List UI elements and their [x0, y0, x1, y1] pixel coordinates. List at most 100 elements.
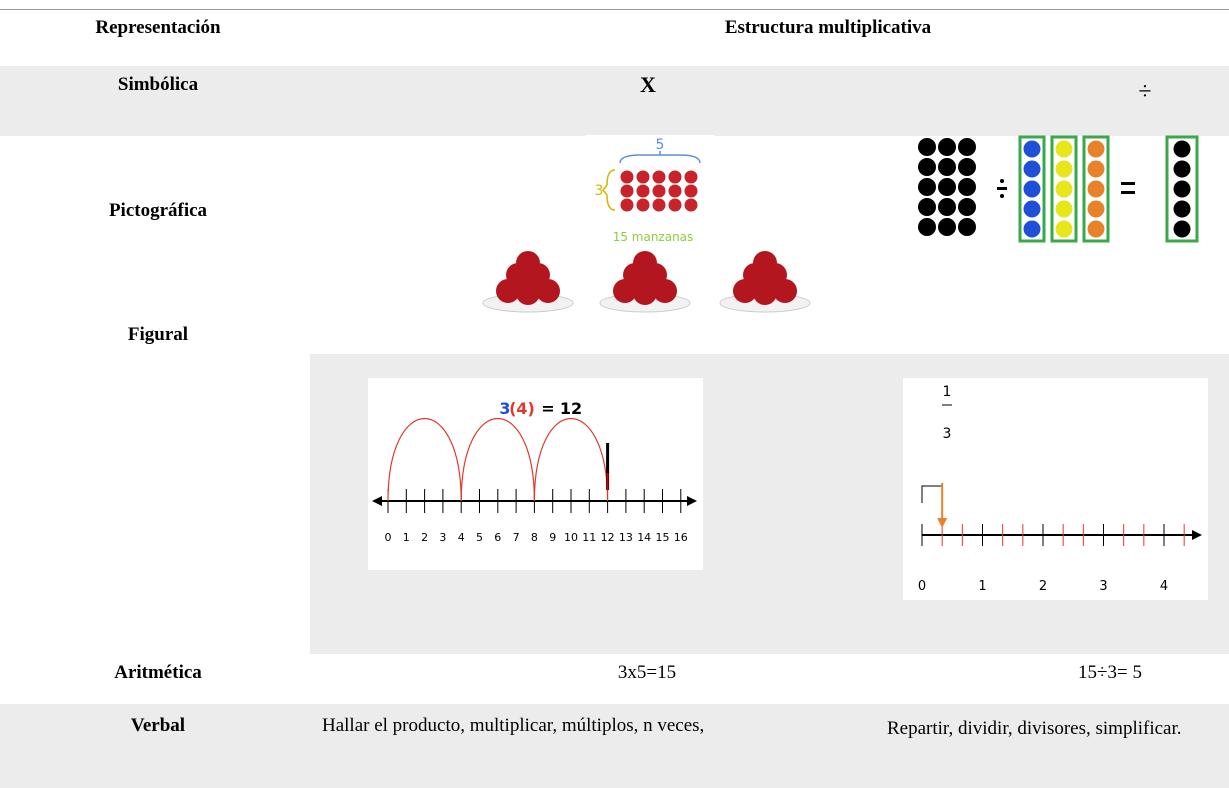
dot	[1024, 141, 1041, 158]
dot	[1024, 221, 1041, 238]
cell: Repartir, dividir, divisores, simplifica…	[887, 714, 1197, 744]
tick-label: 12	[601, 531, 615, 544]
apple	[653, 171, 666, 184]
dot	[1056, 181, 1073, 198]
dot	[958, 158, 976, 176]
apple	[637, 171, 650, 184]
tick-label: 13	[619, 531, 633, 544]
dot	[1056, 141, 1073, 158]
apple	[685, 185, 698, 198]
tick-label: 2	[421, 531, 428, 544]
dot	[958, 138, 976, 156]
tick-label: 6	[494, 531, 501, 544]
dot	[958, 198, 976, 216]
dot	[1174, 141, 1191, 158]
tick-label: 10	[564, 531, 578, 544]
apple	[621, 185, 634, 198]
caption: 15 manzanas	[613, 230, 694, 244]
tick-label: 14	[637, 531, 651, 544]
dot	[1088, 201, 1105, 218]
dot	[918, 138, 936, 156]
sign	[997, 187, 1007, 190]
apple	[637, 199, 650, 212]
tick-label: 0	[918, 579, 926, 594]
cell: Hallar el producto, multiplicar, múltipl…	[322, 714, 704, 738]
dot	[958, 218, 976, 236]
equation: 12	[560, 399, 582, 418]
dot	[1024, 161, 1041, 178]
apple	[753, 251, 777, 275]
apples-figure: 5 3 15 manzanas	[585, 135, 715, 245]
cell: X	[640, 73, 656, 97]
apple	[669, 171, 682, 184]
cell: ÷	[1138, 80, 1151, 104]
tick-label: 3	[1099, 579, 1107, 594]
sign	[1000, 179, 1004, 183]
tick-label: 11	[582, 531, 596, 544]
dot	[1174, 181, 1191, 198]
tick-label: 3	[439, 531, 446, 544]
equation: =	[541, 399, 554, 418]
row-label: Simbólica	[118, 73, 198, 97]
apple	[637, 185, 650, 198]
dot	[1088, 221, 1105, 238]
label: 3	[595, 183, 604, 199]
tick-label: 1	[403, 531, 410, 544]
page: Representación Estructura multiplicativa…	[0, 0, 1229, 788]
apple	[685, 199, 698, 212]
apple	[685, 171, 698, 184]
apple	[669, 199, 682, 212]
dot	[1056, 161, 1073, 178]
dot	[1024, 181, 1041, 198]
dot	[918, 158, 936, 176]
equation: (4)	[509, 399, 535, 418]
plates-figure	[470, 245, 820, 325]
tick-label: 5	[476, 531, 483, 544]
label: 5	[656, 137, 665, 153]
cell: 3x5=15	[618, 661, 676, 685]
dot	[1056, 221, 1073, 238]
apple	[653, 199, 666, 212]
dot	[938, 138, 956, 156]
row-label: Aritmética	[114, 661, 202, 685]
sign	[1000, 194, 1004, 198]
tick-label: 8	[531, 531, 538, 544]
dot	[1174, 201, 1191, 218]
dot	[938, 198, 956, 216]
dot	[918, 198, 936, 216]
number-line-figure: 0123456789101112131415163(4)=12	[368, 378, 703, 570]
dot	[938, 178, 956, 196]
dot	[938, 158, 956, 176]
dot	[958, 178, 976, 196]
dot	[1088, 161, 1105, 178]
tick-label: 9	[549, 531, 556, 544]
dot	[918, 178, 936, 196]
apple	[669, 185, 682, 198]
dot	[1174, 161, 1191, 178]
apple	[621, 199, 634, 212]
header-cell: Representación	[95, 16, 220, 40]
dot	[1088, 181, 1105, 198]
top-rule	[0, 9, 1229, 10]
tick-label: 4	[1160, 579, 1168, 594]
tick-label: 1	[978, 579, 986, 594]
dot	[1024, 201, 1041, 218]
row-label: Verbal	[131, 714, 185, 738]
dot	[918, 218, 936, 236]
tick-label: 16	[674, 531, 688, 544]
tick-label: 7	[513, 531, 520, 544]
dot	[938, 218, 956, 236]
apple	[621, 171, 634, 184]
fraction: 1	[943, 384, 952, 400]
tick-label: 0	[385, 531, 392, 544]
cell: 15÷3= 5	[1078, 661, 1142, 685]
tick-label: 4	[458, 531, 465, 544]
tick-label: 2	[1039, 579, 1047, 594]
row-label: Pictográfica	[109, 199, 207, 223]
dot	[1088, 141, 1105, 158]
tick-label: 15	[656, 531, 670, 544]
apple	[653, 185, 666, 198]
image-background	[903, 378, 1208, 600]
sign	[1121, 191, 1135, 194]
